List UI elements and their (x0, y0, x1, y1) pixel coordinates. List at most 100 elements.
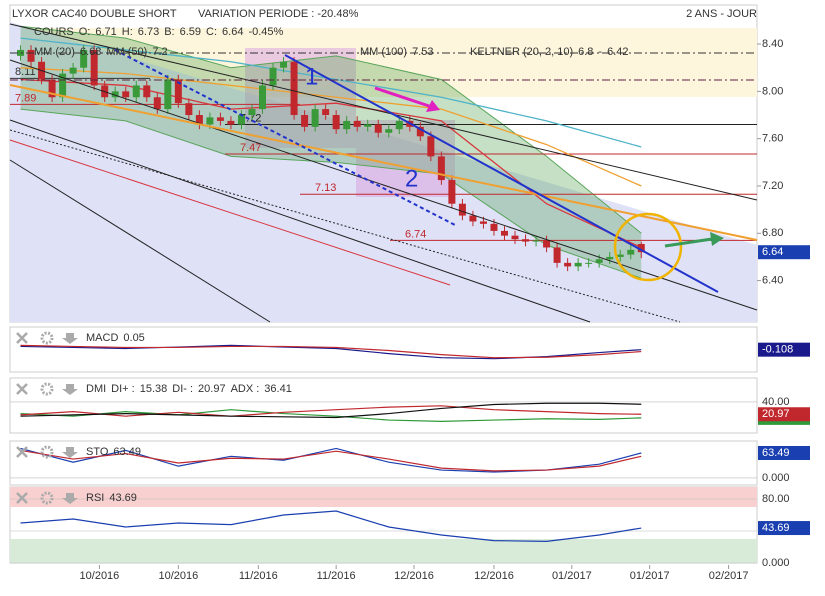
legend-text: STO (86, 446, 109, 458)
trend-line (9, 159, 271, 323)
candle-body (311, 109, 319, 127)
y-tick-label: 8.40 (762, 38, 783, 50)
legend-text: MACD (86, 332, 118, 344)
move-icon (62, 447, 78, 458)
legend-text: DMI (86, 383, 106, 395)
legend-text: 6.42 (607, 46, 628, 58)
move-icon (62, 333, 78, 344)
candle-body (469, 215, 477, 222)
trend-line (9, 119, 591, 323)
candle-body (237, 115, 245, 125)
y-tick-label: 7.60 (762, 133, 783, 145)
legend-text: -0.45% (248, 26, 283, 38)
x-tick-label: 12/2016 (474, 570, 514, 582)
candle-body (500, 230, 508, 236)
candle-body (532, 240, 540, 242)
candle-body (59, 73, 67, 98)
legend-text: KELTNER (20, 2, 10) (470, 46, 573, 58)
candle-body (80, 49, 88, 68)
arrow-head (426, 100, 440, 112)
highlight-circle (613, 212, 683, 282)
candle-body (637, 243, 645, 253)
legend-text: RSI (86, 492, 104, 504)
period: 2 ANS - JOUR (686, 8, 757, 20)
candle-body (216, 117, 224, 121)
moving-average (20, 78, 642, 249)
close-icon (16, 383, 28, 395)
candle-body (111, 91, 119, 98)
candle-body (606, 256, 614, 260)
candle-body (206, 117, 214, 125)
move-icon (62, 493, 78, 504)
candle-body (479, 221, 487, 224)
trend-line (9, 84, 758, 241)
y-tick-label: 80.00 (762, 493, 790, 505)
candle-body (458, 203, 466, 216)
value-box-label: 6.64 (762, 246, 783, 258)
candle-body (259, 85, 267, 110)
arrow (664, 237, 713, 248)
legend-text: B: (164, 26, 174, 38)
legend-text: H: (122, 26, 133, 38)
candle-body (248, 109, 256, 116)
candle-body (27, 49, 35, 62)
trend-line (9, 129, 681, 323)
indicator-line (20, 344, 642, 360)
settings-icon (40, 331, 54, 345)
candle-body (437, 156, 445, 181)
candle-body (174, 79, 182, 104)
close-icon (16, 446, 28, 458)
candle-body (122, 91, 130, 98)
trend-line (114, 49, 456, 226)
close-icon (16, 492, 28, 504)
candle-body (564, 262, 572, 267)
legend-text: 6.73 (138, 26, 159, 38)
candle-body (353, 120, 361, 127)
trend-line (9, 59, 758, 311)
legend-text: 6.59 (180, 26, 201, 38)
drawings (9, 23, 758, 323)
value-box (758, 521, 810, 536)
value-box (758, 342, 810, 357)
x-tick-label: 11/2016 (317, 570, 356, 582)
candle-body (332, 115, 340, 130)
candle-body (448, 180, 456, 204)
candle-body (364, 124, 372, 127)
indicator-line (20, 344, 642, 359)
legend-text: DI- : (172, 383, 193, 395)
y-tick-label: 7.20 (762, 180, 783, 192)
candle-body (627, 249, 635, 255)
candle-body (17, 49, 25, 56)
legend-text: COURS (34, 26, 74, 38)
trend-line (9, 139, 451, 286)
candle-body (616, 254, 624, 257)
legend-text: 6.8 (578, 46, 593, 58)
candle-body (269, 67, 277, 86)
indicator-line (20, 402, 642, 419)
value-box-label: 20.97 (762, 408, 790, 420)
value-box (758, 445, 810, 460)
legend-text: MM (20) (34, 46, 75, 58)
overbought-zone (10, 487, 757, 507)
candle-body (395, 120, 403, 130)
candle-body (153, 97, 161, 110)
legend-text: 6.68 (80, 46, 101, 58)
legend-text: 0.05 (123, 332, 144, 344)
x-tick-label: 11/2016 (239, 570, 278, 582)
candle-body (374, 124, 382, 133)
candle-body (585, 262, 593, 264)
x-tick-label: 02/2017 (709, 570, 749, 582)
value-box-label: 63.49 (762, 447, 790, 459)
settings-icon (40, 491, 54, 505)
legend-text: 7.2 (152, 46, 167, 58)
candle-body (69, 67, 77, 74)
close-icon (16, 332, 28, 344)
candle-body (595, 259, 603, 263)
x-tick-label: 10/2016 (158, 570, 198, 582)
legend-text: 63.49 (113, 446, 141, 458)
candle-body (343, 120, 351, 130)
candle-body (90, 49, 98, 86)
legend-text: MM (50) (106, 46, 147, 58)
y-tick-label: 6.80 (762, 227, 783, 239)
